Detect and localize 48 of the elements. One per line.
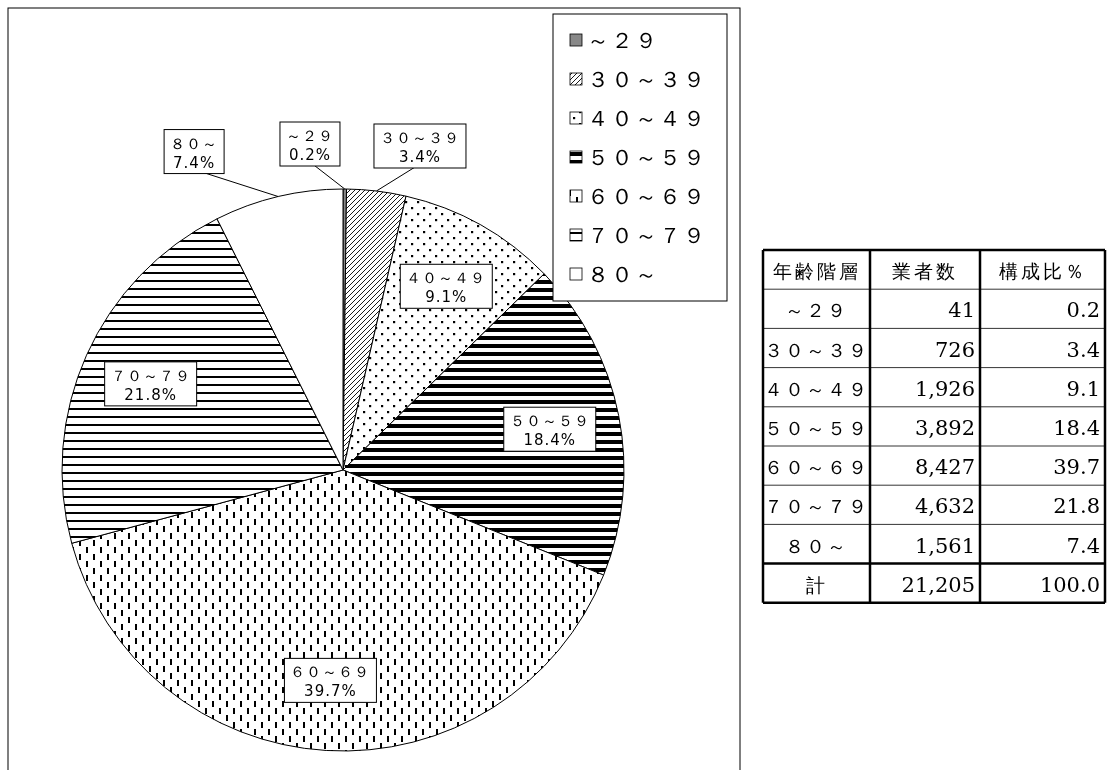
- legend-label: ４０～４９: [587, 106, 707, 131]
- data-label: 39.7: [1053, 455, 1100, 480]
- data-label: 21.8: [1053, 494, 1100, 519]
- text: 年齢階層: [772, 260, 861, 283]
- data-label: 39.7%: [304, 682, 357, 701]
- category-label: ５０～５９: [764, 417, 869, 440]
- category-label: ７０～７９: [764, 495, 869, 518]
- text: 構成比％: [998, 260, 1087, 283]
- data-label: 3.4: [1066, 337, 1100, 362]
- data-label: 18.4: [1053, 416, 1100, 441]
- legend-label: ５０～５９: [587, 145, 707, 170]
- legend-label: ３０～３９: [587, 67, 707, 92]
- data-label: 726: [934, 337, 975, 362]
- data-label: 1,926: [914, 376, 975, 401]
- data-label: 1,561: [914, 533, 975, 558]
- slice-label: ７０～７９: [110, 366, 191, 385]
- slice-label: ５０～５９: [509, 412, 590, 431]
- category-label: 計: [806, 573, 827, 596]
- data-label: 9.1%: [425, 288, 468, 307]
- category-label: ８０～: [785, 534, 848, 557]
- data-label: 8,427: [914, 455, 975, 480]
- text: 業者数: [892, 260, 958, 283]
- category-label: ３０～３９: [764, 338, 869, 361]
- slice-label: ８０～: [170, 134, 219, 153]
- category-label: ４０～４９: [764, 377, 869, 400]
- data-label: 3.4%: [398, 148, 442, 166]
- data-label: 7.4%: [173, 153, 216, 172]
- data-label: 4,632: [914, 494, 975, 519]
- slice-label: ３０～３９: [379, 129, 460, 147]
- data-label: 100.0: [1039, 572, 1100, 597]
- data-label: 0.2: [1066, 298, 1100, 323]
- legend-label: ８０～: [587, 262, 659, 287]
- data-label: 7.4: [1066, 533, 1100, 558]
- legend-label: ６０～６９: [587, 184, 707, 209]
- slice-label: ４０～４９: [406, 269, 487, 288]
- data-label: 21.8%: [124, 385, 177, 404]
- legend-label: ７０～７９: [587, 223, 707, 248]
- slice-label: ～２９: [285, 127, 334, 146]
- slice-label: ６０～６９: [290, 663, 371, 682]
- category-label: ６０～６９: [764, 456, 869, 479]
- legend-label: ～２９: [587, 28, 659, 53]
- data-label: 18.4%: [523, 431, 577, 450]
- data-label: 41: [948, 298, 975, 323]
- category-label: ～２９: [785, 299, 848, 322]
- data-label: 0.2%: [288, 146, 332, 165]
- data-label: 3,892: [914, 416, 975, 441]
- data-label: 21,205: [901, 572, 975, 597]
- data-label: 9.1: [1066, 376, 1100, 401]
